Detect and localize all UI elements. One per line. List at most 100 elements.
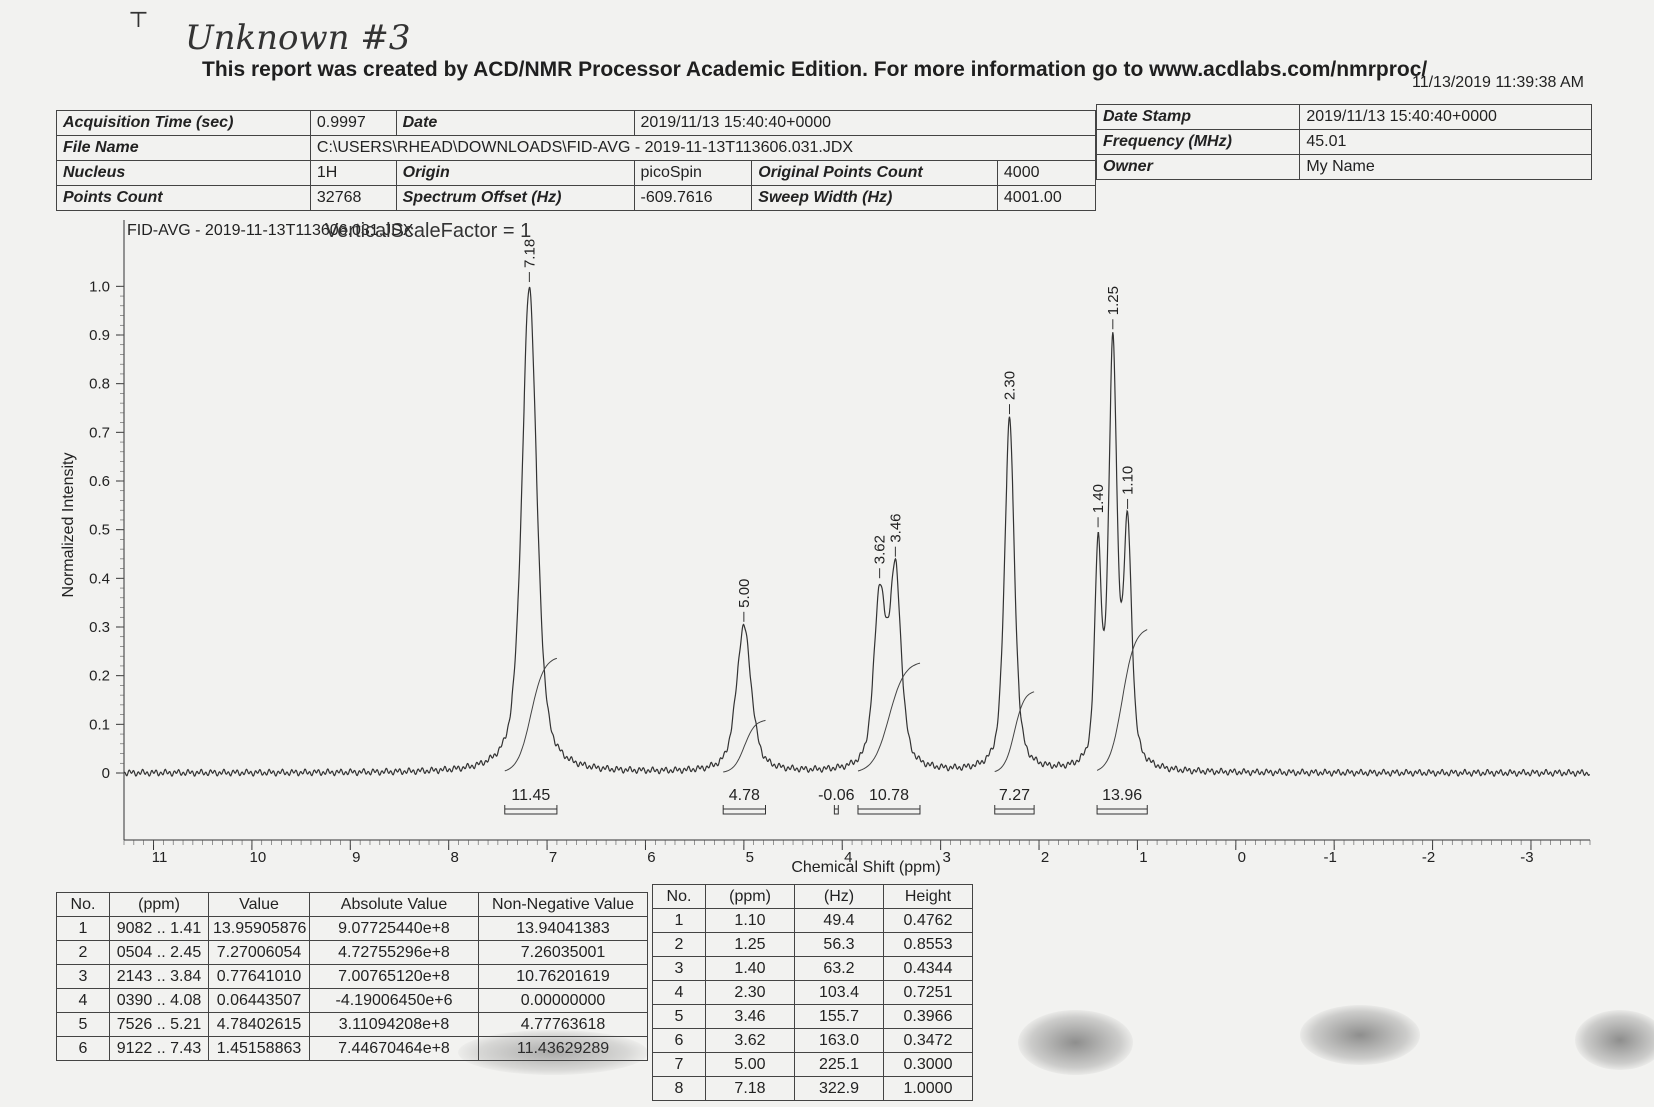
y-tick-label: 0.4 [89, 570, 110, 587]
report-timestamp: 11/13/2019 11:39:38 AM [1412, 74, 1584, 91]
x-tick-label: 6 [647, 849, 655, 866]
integral-cell: 11.43629289 [478, 1036, 648, 1061]
integral-cell: 0504 .. 2.45 [109, 940, 209, 965]
x-axis-label: Chemical Shift (ppm) [791, 859, 940, 876]
date-stamp-value: 2019/11/13 15:40:40+0000 [1299, 104, 1592, 130]
x-tick-label: -3 [1520, 849, 1533, 866]
peak-cell: 322.9 [794, 1076, 884, 1101]
x-tick-label: -2 [1422, 849, 1435, 866]
offset-value: -609.7616 [633, 185, 753, 211]
integral-header: Absolute Value [309, 892, 479, 917]
orig-points-value: 4000 [996, 160, 1097, 186]
integral-cell: 2143 .. 3.84 [109, 964, 209, 989]
peak-table: No. (ppm) (Hz) Height 1 1.10 49.4 0.4762 2 1.25 5… [652, 884, 973, 1101]
integral-cell: 5 [56, 1012, 110, 1037]
chart-curves [123, 286, 1591, 815]
integral-cell: 7.26035001 [478, 940, 648, 965]
orig-points-label: Original Points Count [751, 160, 998, 186]
x-tick-label: 11 [152, 849, 168, 866]
integral-table: No. (ppm) Value Absolute Value Non-Negative … [56, 892, 648, 1061]
peak-header: (ppm) [705, 884, 795, 909]
peak-cell: 8 [652, 1076, 706, 1101]
peak-cell: 155.7 [794, 1004, 884, 1029]
integral-cell: 4 [56, 988, 110, 1013]
table-row: 1 9082 .. 1.41 13.95905876 9.07725440e+8 13.… [56, 916, 648, 941]
owner-label: Owner [1095, 154, 1301, 180]
peak-cell: 1.0000 [883, 1076, 973, 1101]
offset-label: Spectrum Offset (Hz) [395, 185, 635, 211]
peak-cell: 163.0 [794, 1028, 884, 1053]
integral-label: 7.27 [999, 787, 1030, 804]
integral-cell: 9122 .. 7.43 [109, 1036, 209, 1061]
chart-title: FID-AVG - 2019-11-13T113606.031.JDX [127, 222, 414, 239]
integral-cell: 13.95905876 [208, 916, 310, 941]
y-tick-label: 0.2 [89, 668, 110, 685]
integral-header: Non-Negative Value [478, 892, 648, 917]
integral-cell: 6 [56, 1036, 110, 1061]
integral-cell: 0390 .. 4.08 [109, 988, 209, 1013]
peak-cell: 0.7251 [883, 980, 973, 1005]
integral-label: 13.96 [1102, 787, 1142, 804]
peak-cell: 4 [652, 980, 706, 1005]
y-tick-label: 0.8 [89, 376, 110, 393]
integral-cell: 10.76201619 [478, 964, 648, 989]
table-row: 3 2143 .. 3.84 0.77641010 7.00765120e+8 10.7… [56, 964, 648, 989]
peak-cell: 3 [652, 956, 706, 981]
peak-header: (Hz) [794, 884, 884, 909]
integral-cell: 2 [56, 940, 110, 965]
report-line: This report was created by ACD/NMR Proce… [202, 58, 1428, 81]
ink-smudge [1300, 1005, 1420, 1065]
owner-value: My Name [1299, 154, 1592, 180]
integral-header: No. [56, 892, 110, 917]
x-tick-label: 1 [1139, 849, 1147, 866]
integral-curve [857, 662, 921, 772]
integral-cell: 1 [56, 916, 110, 941]
ink-smudge [458, 1030, 648, 1075]
peak-label: 2.30 [1002, 371, 1019, 400]
peak-header: Height [883, 884, 973, 909]
table-row: 1 1.10 49.4 0.4762 [652, 908, 973, 933]
integral-header: (ppm) [109, 892, 209, 917]
table-row: 8 7.18 322.9 1.0000 [652, 1076, 973, 1101]
integral-cell: 0.00000000 [478, 988, 648, 1013]
peak-cell: 2 [652, 932, 706, 957]
peak-cell: 3.62 [705, 1028, 795, 1053]
integral-cell: 4.78402615 [208, 1012, 310, 1037]
peak-cell: 0.4762 [883, 908, 973, 933]
chart-axes: 00.10.20.30.40.50.60.70.80.91.011 10 9 8 7 6 5… [89, 220, 1591, 866]
frequency-label: Frequency (MHz) [1095, 129, 1301, 155]
nmr-spectrum-chart: FID-AVG - 2019-11-13T113606.031.JDX Vert… [60, 220, 1591, 876]
peak-label: 1.40 [1090, 484, 1107, 513]
integral-label: 4.78 [729, 787, 760, 804]
table-row: 5 3.46 155.7 0.3966 [652, 1004, 973, 1029]
y-tick-label: 0 [102, 765, 110, 782]
y-tick-label: 0.3 [89, 619, 110, 636]
integral-cell: 9082 .. 1.41 [109, 916, 209, 941]
integral-cell: 4.72755296e+8 [309, 940, 479, 965]
peak-cell: 63.2 [794, 956, 884, 981]
integral-label: 11.45 [511, 787, 550, 804]
peak-label: 7.18 [521, 239, 538, 268]
y-tick-label: 1.0 [89, 278, 110, 295]
handwritten-note-text: Unknown #3 [185, 18, 411, 58]
integral-label: -0.06 [818, 787, 855, 804]
sweep-value: 4001.00 [996, 185, 1097, 211]
integral-cell: 1.45158863 [208, 1036, 310, 1061]
integral-cell: 3 [56, 964, 110, 989]
stamp-info-table: Date Stamp 2019/11/13 15:40:40+0000 Freq… [1095, 104, 1592, 180]
integral-cell: 13.94041383 [478, 916, 648, 941]
origin-value: picoSpin [633, 160, 753, 186]
peak-cell: 5.00 [705, 1052, 795, 1077]
integral-header: Value [208, 892, 310, 917]
integral-cell: 0.06443507 [208, 988, 310, 1013]
peak-label: 3.46 [887, 513, 904, 542]
ink-smudge [1575, 1010, 1654, 1070]
table-row: 6 3.62 163.0 0.3472 [652, 1028, 973, 1053]
peak-cell: 0.8553 [883, 932, 973, 957]
integral-cell: 4.77763618 [478, 1012, 648, 1037]
integral-cell: 9.07725440e+8 [309, 916, 479, 941]
table-row: 7 5.00 225.1 0.3000 [652, 1052, 973, 1077]
peak-cell: 3.46 [705, 1004, 795, 1029]
x-tick-label: 9 [352, 849, 360, 866]
